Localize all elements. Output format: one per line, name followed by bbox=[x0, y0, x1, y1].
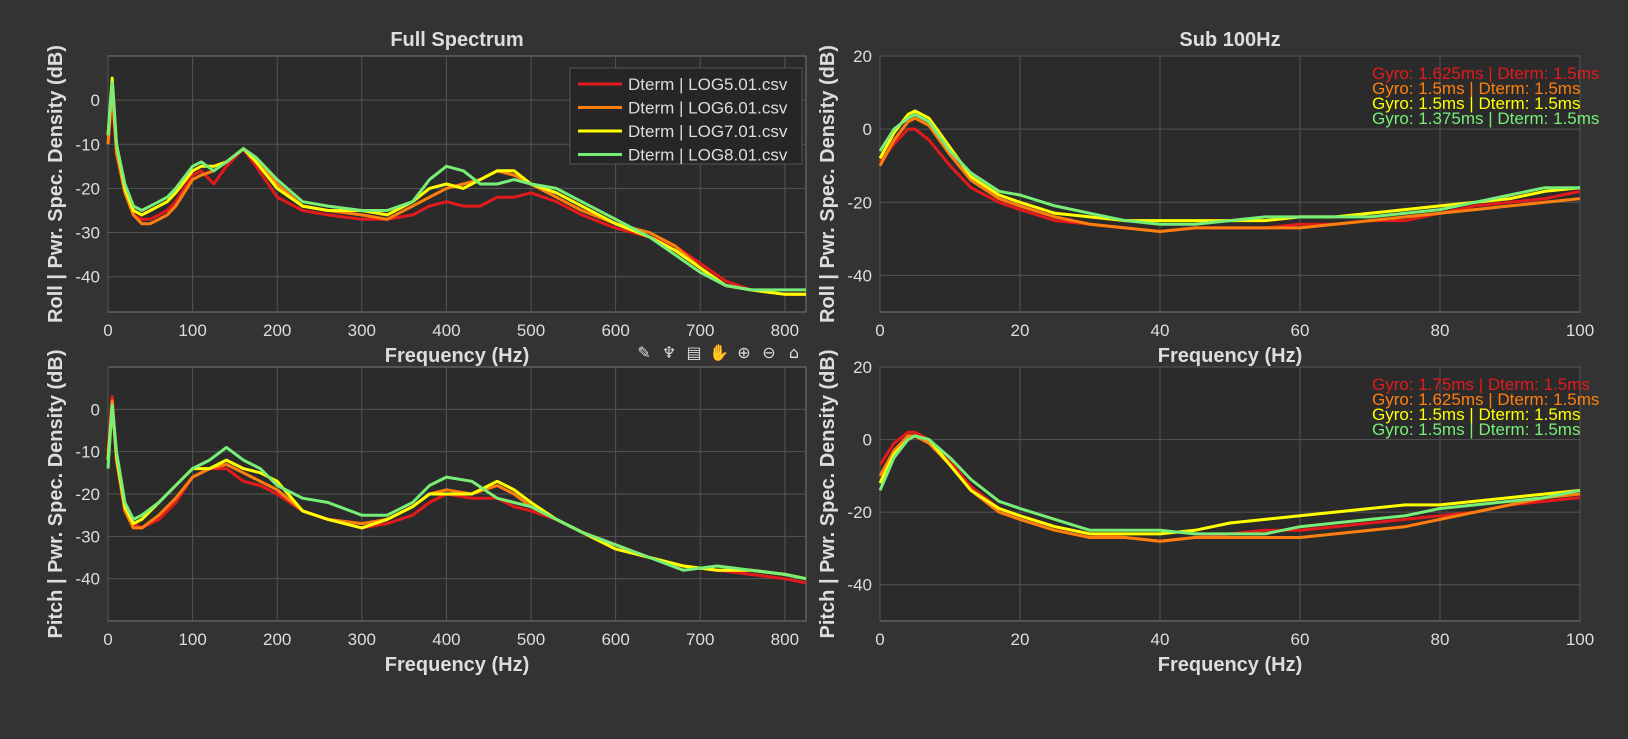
y-tick-label: -10 bbox=[75, 443, 100, 462]
y-tick-label: -40 bbox=[847, 576, 872, 595]
y-tick-label: -20 bbox=[847, 503, 872, 522]
y-tick-label: -40 bbox=[75, 268, 100, 287]
x-tick-label: 800 bbox=[771, 630, 799, 649]
zoom-in-icon[interactable]: ⊕ bbox=[737, 343, 751, 362]
x-tick-label: 800 bbox=[771, 321, 799, 340]
delay-annotation: Gyro: 1.625ms | Dterm: 1.5ms bbox=[1372, 390, 1599, 409]
y-tick-label: 0 bbox=[91, 400, 100, 419]
plot-area bbox=[879, 55, 1581, 313]
x-axis-label: Frequency (Hz) bbox=[385, 345, 529, 367]
axes-toolbar: ✎ ♆ ▤ ✋ ⊕ ⊖ ⌂ bbox=[633, 342, 805, 364]
edit-icon[interactable]: ✎ bbox=[637, 343, 651, 362]
y-axis-label: Roll | Pwr. Spec. Density (dB) bbox=[45, 45, 67, 323]
x-tick-label: 100 bbox=[1566, 321, 1594, 340]
delay-annotation: Gyro: 1.625ms | Dterm: 1.5ms bbox=[1372, 64, 1599, 83]
chart-title: Full Spectrum bbox=[390, 29, 523, 51]
x-tick-label: 400 bbox=[432, 321, 460, 340]
x-tick-label: 500 bbox=[517, 321, 545, 340]
x-axis-label: Frequency (Hz) bbox=[385, 654, 529, 676]
delay-annotation: Gyro: 1.375ms | Dterm: 1.5ms bbox=[1372, 109, 1599, 128]
y-tick-label: -30 bbox=[75, 527, 100, 546]
x-tick-label: 20 bbox=[1011, 321, 1030, 340]
y-axis-label: Pitch | Pwr. Spec. Density (dB) bbox=[45, 350, 67, 639]
legend-label: Dterm | LOG6.01.csv bbox=[628, 99, 788, 118]
zoom-out-icon[interactable]: ⊖ bbox=[762, 343, 776, 362]
x-tick-label: 80 bbox=[1431, 321, 1450, 340]
y-tick-label: -10 bbox=[75, 135, 100, 154]
brush-icon[interactable]: ♆ bbox=[661, 343, 677, 362]
x-tick-label: 200 bbox=[263, 321, 291, 340]
delay-annotation: Gyro: 1.75ms | Dterm: 1.5ms bbox=[1372, 375, 1590, 394]
series-line bbox=[106, 403, 807, 581]
delay-annotation: Gyro: 1.5ms | Dterm: 1.5ms bbox=[1372, 94, 1580, 113]
series-line bbox=[106, 403, 807, 581]
y-axis-label: Roll | Pwr. Spec. Density (dB) bbox=[817, 45, 839, 323]
legend-label: Dterm | LOG7.01.csv bbox=[628, 122, 788, 141]
y-tick-label: 0 bbox=[863, 120, 872, 139]
home-icon[interactable]: ⌂ bbox=[788, 343, 800, 362]
series-line bbox=[878, 109, 1581, 223]
x-tick-label: 40 bbox=[1151, 321, 1170, 340]
series-line bbox=[878, 434, 1581, 536]
series-line bbox=[878, 113, 1580, 226]
x-tick-label: 60 bbox=[1291, 321, 1310, 340]
x-tick-label: 500 bbox=[517, 630, 545, 649]
x-tick-label: 0 bbox=[103, 630, 112, 649]
x-tick-label: 600 bbox=[601, 630, 629, 649]
x-tick-label: 400 bbox=[432, 630, 460, 649]
y-axis-label: Pitch | Pwr. Spec. Density (dB) bbox=[817, 350, 839, 639]
x-axis-label: Frequency (Hz) bbox=[1158, 345, 1302, 367]
x-tick-label: 300 bbox=[348, 630, 376, 649]
y-tick-label: 20 bbox=[853, 47, 872, 66]
x-axis-label: Frequency (Hz) bbox=[1158, 654, 1302, 676]
y-tick-label: -20 bbox=[75, 179, 100, 198]
x-tick-label: 700 bbox=[686, 630, 714, 649]
series-line bbox=[878, 434, 1581, 543]
delay-annotation: Gyro: 1.5ms | Dterm: 1.5ms bbox=[1372, 79, 1580, 98]
pan-icon[interactable]: ✋ bbox=[709, 343, 729, 362]
y-tick-label: 0 bbox=[91, 91, 100, 110]
legend-label: Dterm | LOG5.01.csv bbox=[628, 75, 788, 94]
y-tick-label: -40 bbox=[847, 266, 872, 285]
y-tick-label: -20 bbox=[75, 485, 100, 504]
delay-annotation: Gyro: 1.5ms | Dterm: 1.5ms bbox=[1372, 405, 1580, 424]
delay-annotation: Gyro: 1.5ms | Dterm: 1.5ms bbox=[1372, 420, 1580, 439]
legend-label: Dterm | LOG8.01.csv bbox=[628, 146, 788, 165]
y-tick-label: -20 bbox=[847, 193, 872, 212]
x-tick-label: 300 bbox=[348, 321, 376, 340]
x-tick-label: 600 bbox=[601, 321, 629, 340]
x-tick-label: 20 bbox=[1011, 630, 1030, 649]
x-tick-label: 60 bbox=[1291, 630, 1310, 649]
x-tick-label: 0 bbox=[875, 630, 884, 649]
y-tick-label: 0 bbox=[863, 431, 872, 450]
chart-title: Sub 100Hz bbox=[1179, 29, 1280, 51]
y-tick-label: 20 bbox=[853, 358, 872, 377]
series-line bbox=[878, 116, 1581, 233]
x-tick-label: 0 bbox=[103, 321, 112, 340]
series-line bbox=[106, 81, 806, 292]
legend-box bbox=[569, 67, 803, 165]
x-tick-label: 700 bbox=[686, 321, 714, 340]
x-tick-label: 100 bbox=[1566, 630, 1594, 649]
x-tick-label: 0 bbox=[875, 321, 884, 340]
x-tick-label: 80 bbox=[1431, 630, 1450, 649]
x-tick-label: 40 bbox=[1151, 630, 1170, 649]
x-tick-label: 100 bbox=[178, 321, 206, 340]
y-tick-label: -30 bbox=[75, 224, 100, 243]
x-tick-label: 100 bbox=[178, 630, 206, 649]
datatip-icon[interactable]: ▤ bbox=[686, 343, 702, 362]
plot-area bbox=[879, 366, 1581, 622]
y-tick-label: -40 bbox=[75, 570, 100, 589]
x-tick-label: 200 bbox=[263, 630, 291, 649]
